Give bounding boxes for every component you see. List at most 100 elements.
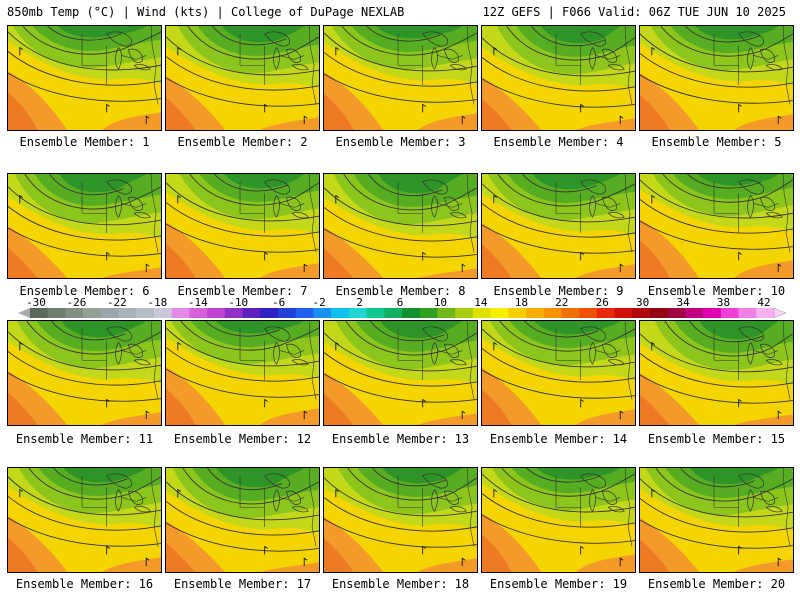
height-contour	[8, 206, 161, 241]
great-lakes-outline	[738, 326, 783, 366]
great-lakes-outline	[738, 473, 783, 513]
state-border	[81, 328, 147, 380]
colorbar-segment	[65, 308, 84, 318]
coldest-region	[695, 26, 779, 40]
coldest-region	[536, 468, 621, 480]
height-contour	[640, 478, 793, 518]
wind-barb	[177, 194, 182, 204]
temperature-field-map	[324, 321, 477, 425]
wind-barb	[580, 251, 584, 261]
state-border	[713, 181, 779, 233]
ensemble-member-map	[481, 173, 636, 279]
colorbar-segment	[30, 308, 49, 318]
ensemble-member-label: Ensemble Member: 9	[493, 284, 624, 298]
height-contour	[482, 183, 635, 223]
colorbar-min-arrow	[18, 308, 30, 318]
wind-barb	[303, 115, 308, 125]
wind-barb	[303, 557, 308, 567]
height-contour	[530, 26, 606, 47]
wind-barb	[651, 46, 656, 56]
ensemble-member-label: Ensemble Member: 20	[647, 577, 786, 591]
height-contour	[640, 199, 793, 234]
height-contour	[207, 468, 282, 491]
model-run-info: 12Z GEFS | F066 Valid: 06Z TUE JUN 10 20…	[482, 5, 786, 19]
wind-barb	[106, 398, 110, 408]
height-contour	[343, 174, 477, 211]
height-contour	[182, 468, 319, 505]
colorbar-tick-label: -26	[66, 296, 87, 309]
height-contour	[482, 57, 635, 92]
great-lakes-outline	[580, 326, 625, 366]
state-border	[239, 475, 305, 527]
state-border	[713, 33, 779, 85]
wind-barb	[651, 194, 656, 204]
height-contour	[640, 179, 793, 219]
ensemble-member-label: Ensemble Member: 13	[331, 432, 470, 446]
height-contour	[368, 174, 443, 197]
ensemble-member-label: Ensemble Member: 19	[489, 577, 628, 591]
coastline	[150, 321, 159, 400]
wind-barb	[264, 398, 268, 408]
colorbar-tick-label: 14	[474, 296, 488, 309]
height-contour	[166, 202, 319, 237]
height-contour	[482, 473, 635, 513]
height-contour	[166, 182, 319, 222]
colorbar-segment	[47, 308, 66, 318]
colorbar-segment	[596, 308, 615, 318]
wind-barb	[461, 115, 466, 125]
ensemble-member-map	[639, 467, 794, 573]
height-contour	[685, 26, 760, 43]
height-contour	[22, 26, 161, 55]
wind-barb	[422, 103, 426, 113]
height-contour	[166, 368, 319, 398]
coldest-region	[59, 174, 147, 193]
wind-barb	[422, 545, 426, 555]
height-contour	[214, 174, 289, 192]
wind-barb	[777, 115, 782, 125]
state-border	[239, 328, 305, 380]
temperature-field-map	[166, 174, 319, 278]
colorbar-segment	[224, 308, 243, 318]
colorbar-segment	[384, 308, 403, 318]
coldest-region	[541, 26, 621, 44]
great-lakes-outline	[106, 179, 151, 219]
coldest-region	[532, 174, 621, 190]
temperature-field-map	[482, 321, 635, 425]
great-lakes-outline	[422, 326, 467, 366]
colorbar-max-arrow	[773, 307, 786, 319]
height-contour	[640, 353, 793, 388]
colorbar-segment	[650, 308, 669, 318]
height-contour	[51, 321, 126, 341]
hot-region	[640, 94, 670, 130]
temperature-field-map	[482, 174, 635, 278]
height-contour	[324, 228, 477, 258]
wind-barb	[651, 341, 656, 351]
height-contour	[24, 174, 161, 210]
hot-region	[482, 244, 512, 278]
colorbar-tick-label: 34	[676, 296, 690, 309]
colorbar-segment	[543, 308, 562, 318]
coastline	[782, 26, 791, 105]
ensemble-member-map	[323, 173, 478, 279]
wind-barb	[106, 545, 110, 555]
ensemble-member-map	[323, 467, 478, 573]
height-contour	[8, 31, 161, 71]
height-contour	[324, 32, 477, 72]
state-border	[555, 33, 621, 85]
wind-barb	[264, 251, 268, 261]
height-contour	[166, 223, 319, 253]
ensemble-member-label: Ensemble Member: 2	[177, 135, 308, 149]
colorbar-segment	[295, 308, 314, 318]
height-contour	[180, 321, 319, 351]
colorbar-segment	[331, 308, 350, 318]
coastline	[466, 174, 475, 253]
great-lakes-outline	[106, 326, 151, 366]
ensemble-member-label: Ensemble Member: 12	[173, 432, 312, 446]
colorbar-segment	[472, 308, 491, 318]
temperature-field-map	[8, 321, 161, 425]
height-contour	[640, 519, 793, 549]
colorbar-segment	[579, 308, 598, 318]
colorbar-segment	[136, 308, 155, 318]
wind-barb	[493, 488, 498, 498]
temperature-field-map	[8, 468, 161, 572]
